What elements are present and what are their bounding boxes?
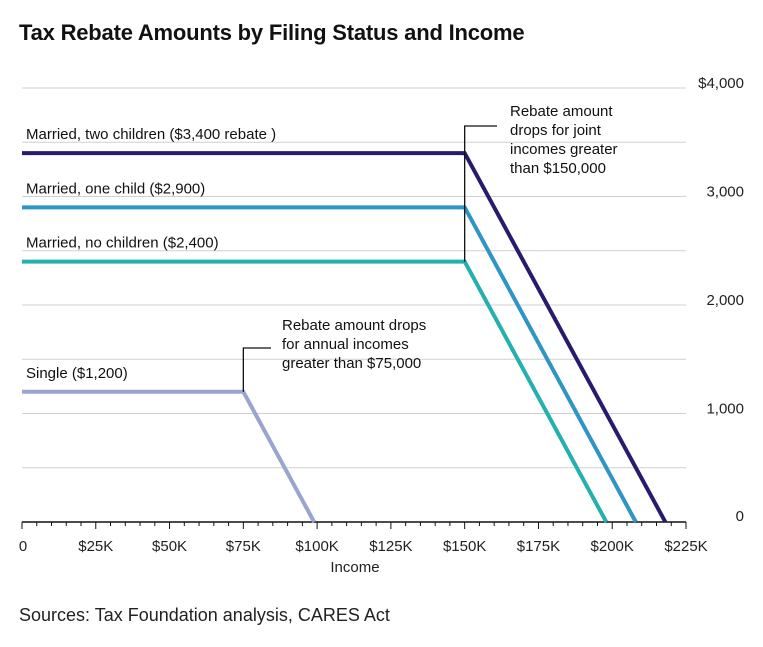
y-axis: 0 1,000 2,000 3,000 $4,000 xyxy=(698,75,744,525)
chart-title: Tax Rebate Amounts by Filing Status and … xyxy=(19,20,525,45)
x-tick-label: $25K xyxy=(78,538,113,555)
annotation-line: for annual incomes xyxy=(282,336,409,353)
annotation-leader-single xyxy=(242,347,271,392)
source-note: Sources: Tax Foundation analysis, CARES … xyxy=(19,605,390,625)
annotation-line: incomes greater xyxy=(510,141,618,158)
x-axis: 0 $25K $50K $75K $100K $125K $150K $175K $200K $2… xyxy=(19,521,708,576)
x-tick-label: $175K xyxy=(517,538,560,555)
x-tick-label: $100K xyxy=(295,538,338,555)
annotation-joint-text: Rebate amount drops for joint incomes grea… xyxy=(510,103,618,177)
y-tick-label: $4,000 xyxy=(698,75,744,92)
annotation-line: than $150,000 xyxy=(510,160,606,177)
gridlines xyxy=(22,87,686,469)
annotation-line: Rebate amount xyxy=(510,103,613,120)
annotations: Rebate amount drops for joint incomes grea… xyxy=(242,103,618,392)
y-tick-label: 3,000 xyxy=(706,184,744,201)
x-tick-label: $150K xyxy=(443,538,486,555)
x-tick-label: $125K xyxy=(369,538,412,555)
x-tick-label: $200K xyxy=(591,538,634,555)
annotation-line: Rebate amount drops xyxy=(282,317,426,334)
y-tick-label: 2,000 xyxy=(706,292,744,309)
series-label-single: Single ($1,200) xyxy=(26,365,128,382)
series-label-married-one-child: Married, one child ($2,900) xyxy=(26,180,205,197)
annotation-leader-joint xyxy=(464,125,497,262)
y-tick-label: 0 xyxy=(736,508,744,525)
annotation-single-text: Rebate amount drops for annual incomes gre… xyxy=(282,317,426,372)
annotation-line: greater than $75,000 xyxy=(282,355,421,372)
series-label-married-two-children: Married, two children ($3,400 rebate ) xyxy=(26,126,276,143)
x-tick-label: 0 xyxy=(19,538,27,555)
x-axis-label: Income xyxy=(330,559,379,576)
series-line-single xyxy=(22,389,316,523)
y-tick-label: 1,000 xyxy=(706,401,744,418)
annotation-line: drops for joint xyxy=(510,122,602,139)
series-label-married-no-children: Married, no children ($2,400) xyxy=(26,235,219,252)
x-tick-label: $50K xyxy=(152,538,187,555)
x-tick-label: $75K xyxy=(226,538,261,555)
series-labels: Married, two children ($3,400 rebate ) Ma… xyxy=(26,126,276,382)
x-tick-label: $225K xyxy=(664,538,707,555)
